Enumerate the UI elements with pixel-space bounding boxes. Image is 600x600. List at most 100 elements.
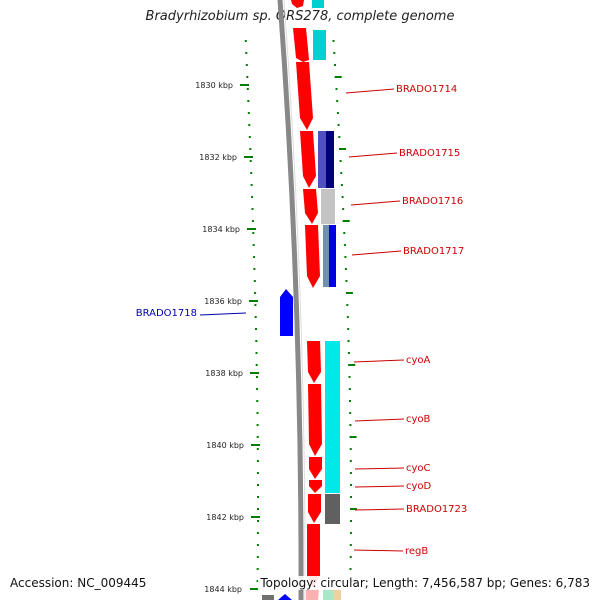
category-blocks [262,0,341,600]
minor-tick [341,196,344,198]
minor-tick [336,100,339,102]
genome-backbone [277,0,304,600]
block-bottom-2 [333,589,341,600]
minor-tick [348,364,356,366]
minor-tick [338,136,341,138]
gene-cyoD[interactable] [309,480,322,493]
minor-tick [256,424,259,426]
minor-tick [344,268,347,270]
minor-tick [256,448,259,450]
minor-tick [350,520,352,522]
tick-1834: 1834 kbp [202,225,256,234]
minor-tick [345,280,348,282]
gene-bottom-reverse[interactable] [278,594,292,600]
minor-tick-column-right [332,40,357,582]
minor-tick [257,508,259,510]
gene-BRADO1715[interactable] [300,131,316,188]
label-cyoC: cyoC [406,463,431,474]
minor-tick [333,52,336,54]
tick-label: 1844 kbp [204,585,242,594]
minor-tick [254,316,257,318]
minor-tick [251,208,254,210]
block-bottom-gray [262,595,274,600]
minor-tick [246,76,249,78]
minor-tick [349,472,352,474]
gene-BRADO1714[interactable] [296,62,313,130]
block-cyan-2 [325,341,340,493]
minor-tick [246,88,249,90]
minor-tick [249,148,252,150]
minor-tick [256,436,259,438]
minor-tick [252,244,255,246]
minor-tick [349,400,351,402]
label-BRADO1718: BRADO1718 [136,308,197,319]
minor-tick [256,472,259,474]
gene-cyoC[interactable] [309,457,322,479]
minor-tick [257,496,259,498]
minor-tick [247,100,250,102]
minor-tick [256,556,259,558]
minor-tick [350,508,357,510]
block-blue [329,225,336,287]
gene-BRADO1716[interactable] [303,189,318,224]
minor-tick [345,292,353,294]
minor-tick [340,184,343,186]
gene-cyoA[interactable] [307,341,321,383]
tick-1840: 1840 kbp [206,441,260,450]
label-BRADO1714: BRADO1714 [396,84,457,95]
gene-BRADO1718[interactable] [280,289,293,336]
minor-tick [245,52,248,54]
minor-tick [349,568,352,570]
gene-top[interactable] [291,0,304,8]
minor-tick [256,532,259,534]
gene-bottom[interactable] [306,589,319,600]
minor-tick [256,580,259,582]
minor-tick [257,484,259,486]
block-navy [318,131,327,188]
gene-BRADO1723[interactable] [308,494,321,523]
minor-tick [247,112,250,114]
minor-tick [346,316,349,318]
minor-tick [347,352,350,354]
minor-tick [248,136,251,138]
minor-tick [250,184,253,186]
tick-label: 1838 kbp [205,369,243,378]
tick-1842: 1842 kbp [206,513,260,522]
minor-tick [347,340,350,342]
minor-tick [244,40,247,42]
gene-partial-top[interactable] [293,28,309,62]
minor-tick [349,532,352,534]
minor-tick [335,88,338,90]
gene-BRADO1717[interactable] [305,225,320,288]
minor-tick [334,64,336,66]
minor-tick [256,412,259,414]
minor-tick [349,556,352,558]
minor-tick [256,376,258,378]
tick-label: 1840 kbp [206,441,244,450]
tick-1830: 1830 kbp [195,81,249,90]
minor-tick [256,388,259,390]
forward-genes [291,0,322,600]
gene-regB[interactable] [307,524,320,588]
minor-tick [251,196,254,198]
minor-tick [348,388,351,390]
minor-tick [349,424,352,426]
genome-backbone-inner [283,0,306,600]
minor-tick [349,460,352,462]
reverse-genes [278,289,293,600]
minor-tick [339,148,346,150]
label-cyoA: cyoA [406,355,431,366]
minor-tick [256,544,259,546]
minor-tick [344,256,347,258]
tick-label: 1830 kbp [195,81,233,90]
minor-tick [250,172,253,174]
minor-tick [332,40,335,42]
gene-cyoB[interactable] [308,384,322,456]
minor-tick [343,232,346,234]
label-regB: regB [405,546,428,557]
minor-tick [249,160,252,162]
minor-tick [334,76,342,78]
block-cyan-1 [313,30,326,60]
minor-tick [253,280,256,282]
